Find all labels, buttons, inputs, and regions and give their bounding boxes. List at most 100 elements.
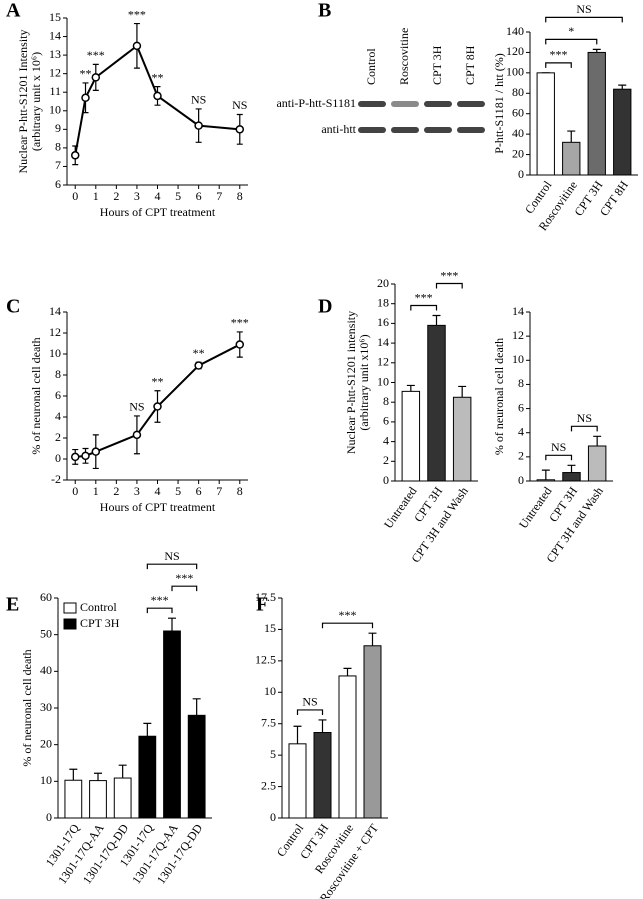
y-tick-label: 12 bbox=[377, 355, 389, 369]
y-tick-label: 12 bbox=[49, 325, 61, 339]
error-bar bbox=[343, 667, 352, 676]
y-tick-label: 12 bbox=[49, 65, 61, 79]
error-bar bbox=[293, 725, 302, 744]
y-axis-label: (arbitrary unit x10⁶) bbox=[357, 334, 371, 430]
bar bbox=[138, 735, 157, 819]
data-point bbox=[132, 430, 142, 440]
panel-label: A bbox=[6, 0, 21, 22]
y-tick-label: 0 bbox=[55, 451, 61, 465]
significance-label: NS bbox=[551, 440, 566, 454]
bar bbox=[536, 72, 555, 176]
blot-row-label: anti-P-htt-S1181 bbox=[276, 96, 356, 110]
y-tick-label: 7.5 bbox=[261, 715, 276, 729]
y-tick-label: 6 bbox=[518, 400, 524, 414]
significance-bracket bbox=[545, 16, 623, 23]
y-tick-label: 18 bbox=[377, 295, 389, 309]
significance-bracket bbox=[410, 304, 438, 311]
y-tick-label: 14 bbox=[512, 304, 524, 318]
bar bbox=[313, 732, 332, 819]
legend-swatch bbox=[63, 618, 77, 630]
significance-bracket bbox=[146, 563, 198, 570]
y-tick-label: 0 bbox=[46, 810, 52, 824]
data-point bbox=[132, 41, 142, 51]
error-bar bbox=[168, 617, 176, 631]
bar bbox=[64, 779, 83, 819]
y-axis-label: % of neuronal cell death bbox=[492, 338, 506, 455]
error-bar bbox=[94, 772, 102, 781]
data-point bbox=[81, 451, 90, 461]
bar bbox=[427, 324, 446, 482]
annotation: NS bbox=[191, 93, 206, 107]
data-point bbox=[81, 93, 90, 103]
y-tick-label: 2 bbox=[518, 449, 524, 463]
y-tick-label: 8 bbox=[55, 140, 61, 154]
x-tick-label: 2 bbox=[113, 484, 119, 498]
x-tick-label: 8 bbox=[237, 189, 243, 203]
data-point bbox=[194, 361, 203, 370]
y-tick-label: 14 bbox=[49, 28, 61, 42]
y-tick-label: 40 bbox=[40, 663, 52, 677]
blot-band bbox=[391, 127, 419, 133]
error-bar bbox=[592, 48, 601, 53]
significance-label: *** bbox=[415, 290, 433, 304]
error-bar bbox=[318, 719, 327, 733]
y-tick-label: 120 bbox=[506, 44, 524, 58]
bar bbox=[338, 675, 357, 819]
x-tick-label: 2 bbox=[113, 189, 119, 203]
significance-label: *** bbox=[339, 608, 357, 622]
y-tick-label: 8 bbox=[518, 376, 524, 390]
legend-swatch bbox=[63, 602, 77, 614]
y-tick-label: 0 bbox=[383, 473, 389, 487]
significance-label: NS bbox=[164, 549, 179, 563]
significance-label: *** bbox=[440, 268, 458, 282]
bar bbox=[187, 714, 206, 819]
significance-label: * bbox=[568, 24, 574, 38]
bar bbox=[89, 780, 107, 819]
y-tick-label: 6 bbox=[383, 414, 389, 428]
x-tick-label: 1 bbox=[93, 484, 99, 498]
bar bbox=[113, 777, 132, 819]
y-tick-label: 15 bbox=[264, 621, 276, 635]
annotation: ** bbox=[152, 70, 164, 84]
y-tick-label: -2 bbox=[51, 472, 61, 486]
y-tick-label: 0 bbox=[518, 473, 524, 487]
blot-band bbox=[457, 101, 485, 107]
annotation: NS bbox=[129, 400, 144, 414]
data-point bbox=[235, 340, 245, 349]
significance-bracket bbox=[545, 454, 573, 461]
error-bar bbox=[432, 314, 441, 326]
significance-bracket bbox=[146, 607, 173, 614]
error-bar bbox=[69, 768, 78, 781]
y-tick-label: 10 bbox=[264, 684, 276, 698]
y-tick-label: 10 bbox=[49, 103, 61, 117]
error-bar bbox=[567, 130, 576, 143]
x-tick-label: 4 bbox=[155, 484, 161, 498]
y-tick-label: 2 bbox=[383, 453, 389, 467]
x-axis-label: Hours of CPT treatment bbox=[100, 205, 216, 219]
error-bar bbox=[192, 698, 201, 716]
annotation: *** bbox=[87, 48, 105, 62]
error-bar bbox=[618, 84, 627, 90]
annotation: ** bbox=[152, 375, 164, 389]
data-point bbox=[153, 402, 162, 411]
lane-label: CPT 8H bbox=[463, 45, 477, 85]
y-tick-label: 80 bbox=[512, 85, 524, 99]
x-tick-label: 5 bbox=[175, 189, 181, 203]
significance-label: NS bbox=[576, 2, 591, 16]
significance-bracket bbox=[545, 38, 598, 45]
x-tick-label: 7 bbox=[216, 484, 222, 498]
significance-label: NS bbox=[302, 695, 317, 709]
bar bbox=[587, 51, 606, 176]
y-tick-label: 10 bbox=[512, 352, 524, 366]
lane-label: Roscovitine bbox=[397, 28, 411, 85]
data-point bbox=[194, 121, 203, 130]
bar bbox=[587, 445, 607, 482]
blot-band bbox=[358, 101, 386, 107]
significance-label: NS bbox=[577, 411, 592, 425]
y-axis-label: P-htt-S1181 / htt (%) bbox=[492, 53, 506, 154]
y-tick-label: 15 bbox=[49, 10, 61, 24]
error-bar bbox=[458, 385, 467, 398]
legend-label: Control bbox=[80, 600, 117, 614]
error-bar bbox=[143, 722, 152, 737]
